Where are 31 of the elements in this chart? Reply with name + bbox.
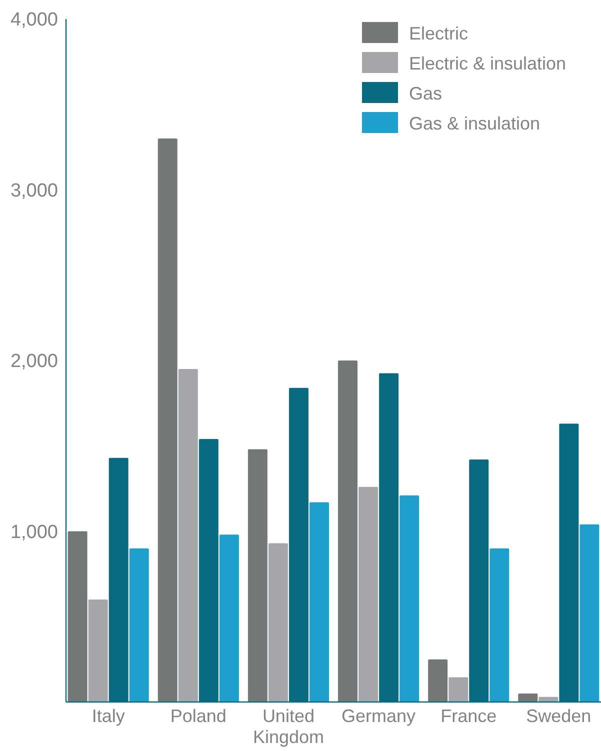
bar [428, 659, 448, 702]
bar [129, 548, 149, 702]
x-tick-label: Poland [170, 706, 226, 726]
bar [448, 677, 468, 702]
x-tick-label: Italy [92, 706, 125, 726]
bar [580, 524, 600, 702]
bar [268, 543, 288, 702]
legend-label: Electric & insulation [409, 53, 566, 74]
bar [158, 138, 178, 702]
bar [68, 531, 88, 702]
y-tick-label: 4,000 [10, 10, 58, 31]
bar [490, 548, 510, 702]
bar [248, 449, 268, 702]
bar [310, 502, 329, 702]
legend-label: Gas & insulation [409, 113, 540, 134]
x-tick-label: Sweden [526, 706, 592, 726]
y-tick-label: 2,000 [10, 351, 58, 372]
y-tick-label: 1,000 [10, 522, 58, 543]
legend-label: Electric [409, 23, 468, 44]
bar [178, 369, 198, 702]
y-tick-label: 3,000 [10, 180, 58, 202]
bar [219, 534, 239, 702]
x-tick-label: Germany [342, 706, 416, 726]
bar [358, 486, 378, 702]
x-tick-label: France [440, 706, 497, 726]
bar [88, 600, 108, 702]
bar [518, 693, 538, 702]
legend-label: Gas [409, 83, 442, 104]
bar [400, 495, 420, 702]
x-tick-label: United Kingdom [252, 706, 324, 747]
bar [338, 360, 358, 702]
